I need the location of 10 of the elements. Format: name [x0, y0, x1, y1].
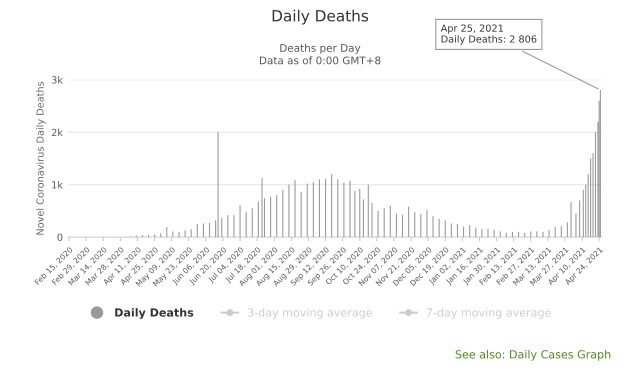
y-tick-label: 2k: [52, 128, 63, 136]
y-tick-label: 3k: [52, 76, 63, 84]
text: See also: Daily Cases Graph: [456, 350, 610, 361]
y-tick-label: 0: [57, 234, 62, 241]
legend-label: Daily Deaths: [115, 308, 194, 319]
chart-subtitle: Deaths per Day Data as of 0:00 GMT+8: [260, 44, 380, 64]
annotation: Apr 25, 2021 Daily Deaths: 2 806: [440, 24, 536, 45]
y-axis-title: Novel Coronavirus Daily Deaths: [36, 82, 46, 235]
chart-title: Daily Deaths: [272, 10, 368, 24]
y-tick-label: 1k: [52, 180, 63, 188]
